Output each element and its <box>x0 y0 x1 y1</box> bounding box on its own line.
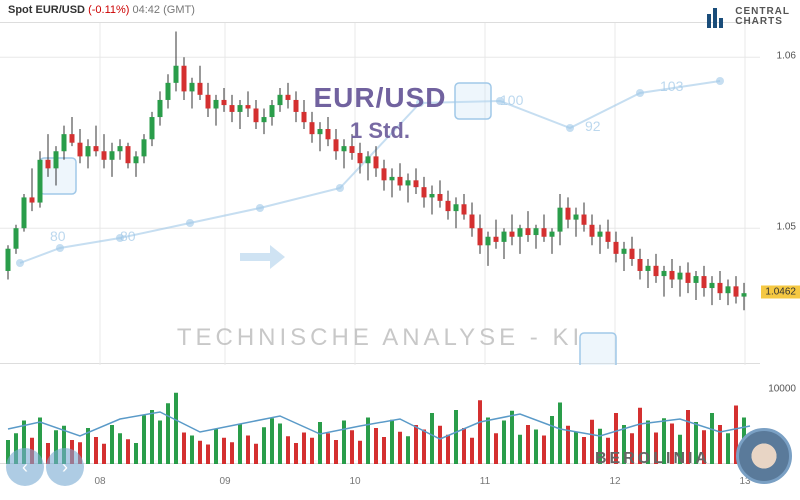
assistant-avatar[interactable] <box>736 428 792 484</box>
watermark-pair: EUR/USD <box>0 82 760 114</box>
watermark-timeframe: 1 Std. <box>0 118 760 144</box>
provider-brand: BEROLINIA <box>595 450 710 468</box>
watermark-tech-label: TECHNISCHE ANALYSE - KI <box>0 324 760 352</box>
timezone: (GMT) <box>163 4 195 16</box>
chart-header: Spot EUR/USD (-0.11%) 04:42 (GMT) <box>8 4 195 16</box>
svg-text:80: 80 <box>120 228 136 244</box>
svg-text:80: 80 <box>50 228 66 244</box>
brand-logo[interactable]: CENTRALCHARTS <box>707 6 790 28</box>
change-pct: (-0.11%) <box>88 4 129 16</box>
timestamp: 04:42 <box>133 4 161 16</box>
symbol-label: Spot EUR/USD <box>8 4 85 16</box>
nav-prev-button[interactable]: ‹ <box>6 448 44 486</box>
nav-controls: ‹ › <box>6 448 84 486</box>
current-price-tag: 1.0462 <box>761 286 800 299</box>
logo-text: CENTRALCHARTS <box>735 7 790 27</box>
price-chart[interactable]: 808010092103 <box>0 22 760 364</box>
price-yaxis: 1.051.06 <box>760 22 800 364</box>
time-xaxis: 080910111213 <box>0 476 760 492</box>
nav-next-button[interactable]: › <box>46 448 84 486</box>
logo-icon <box>707 6 729 28</box>
